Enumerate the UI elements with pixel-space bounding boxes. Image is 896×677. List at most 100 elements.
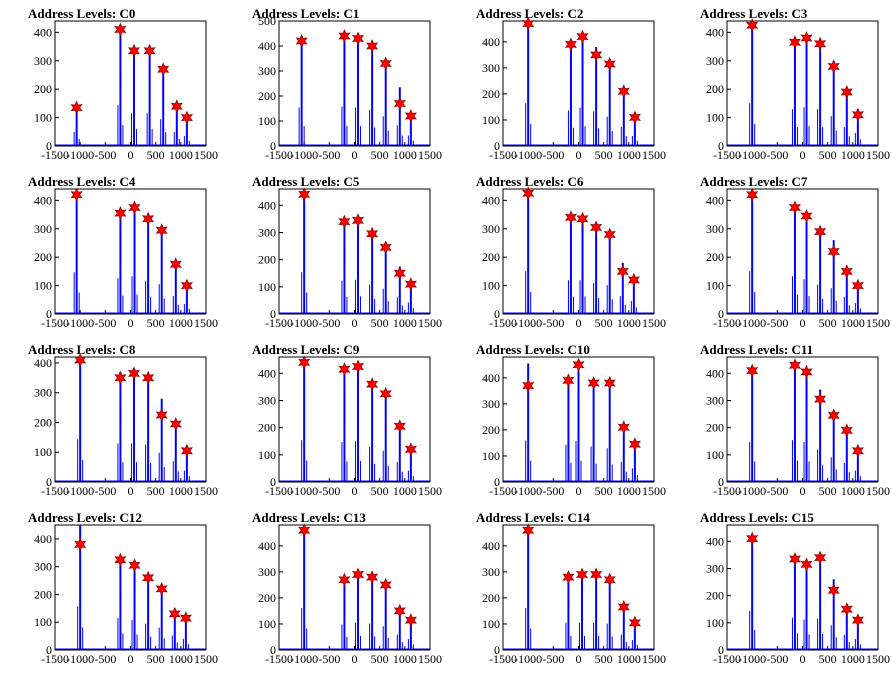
histogram-side-bin (183, 304, 185, 314)
histogram-side-bin (803, 279, 805, 314)
histogram-side-bin (590, 446, 592, 482)
histogram-side-bin (374, 463, 376, 482)
peak-marker-star (157, 62, 170, 77)
histogram-side-bin (117, 617, 119, 650)
histogram-side-bin (525, 608, 527, 650)
histogram-peak (175, 106, 178, 146)
histogram-peak (819, 230, 822, 314)
x-tick-label: 1000 (617, 316, 641, 330)
x-tick-label: 0 (352, 316, 358, 330)
histogram-side-bin (584, 126, 586, 146)
histogram-side-bin (177, 304, 179, 314)
peak-marker-star (404, 109, 417, 123)
histogram-peak (793, 40, 796, 146)
histogram-side-bin (530, 292, 532, 314)
histogram-side-bin (579, 107, 581, 146)
peak-marker-star (169, 257, 182, 272)
peak-marker-star (827, 59, 840, 74)
histogram-side-bin (136, 634, 138, 650)
x-tick-label: -500 (318, 484, 340, 498)
histogram-peak (371, 574, 374, 650)
histogram-side-bin (182, 638, 184, 650)
peak-marker-star (788, 552, 801, 566)
peak-marker-star (788, 35, 801, 50)
histogram-peak (384, 582, 387, 650)
peak-marker-star (746, 18, 759, 33)
peak-marker-star (74, 353, 87, 367)
histogram-peak (357, 365, 360, 482)
peak-marker-star (851, 443, 864, 458)
histogram-peak (148, 52, 151, 146)
peak-marker-star (522, 378, 535, 393)
peak-marker-star (800, 364, 813, 379)
peak-marker-star (298, 355, 311, 370)
histogram-peak (581, 571, 584, 650)
histogram-side-bin (355, 107, 357, 146)
histogram-side-bin (822, 127, 824, 146)
histogram-peak (185, 117, 188, 146)
histogram-peak (633, 621, 636, 650)
histogram-side-bin (835, 469, 837, 482)
chart-title: Address Levels: C9 (252, 342, 360, 357)
histogram-side-bin (369, 623, 371, 650)
x-tick-label: -1500 (489, 316, 517, 330)
x-tick-label: 0 (800, 484, 806, 498)
histogram-peak (527, 23, 530, 147)
x-tick-label: -1000 (66, 316, 94, 330)
y-tick-label: 100 (258, 448, 276, 462)
x-tick-label: 500 (819, 652, 837, 666)
x-tick-label: -500 (318, 148, 340, 162)
histogram-side-bin (146, 113, 148, 146)
histogram-side-bin (77, 606, 79, 650)
histogram-peak (133, 206, 136, 314)
histogram-peak (303, 362, 306, 482)
histogram-side-bin (360, 460, 362, 482)
histogram-peak (357, 36, 360, 146)
peak-marker-star (128, 200, 141, 215)
y-tick-label: 200 (258, 89, 276, 103)
x-tick-label: -1500 (41, 316, 69, 330)
x-tick-label: 1000 (617, 484, 641, 498)
histogram-side-bin (620, 634, 622, 650)
x-tick-label: -1000 (514, 148, 542, 162)
y-tick-label: 400 (34, 193, 52, 207)
peak-marker-star (603, 57, 616, 71)
y-tick-label: 0 (46, 643, 52, 657)
histogram-peak (845, 265, 848, 314)
peak-marker-star (338, 214, 351, 229)
x-tick-label: 0 (352, 652, 358, 666)
peak-marker-star (143, 43, 156, 58)
histogram-side-bin (611, 636, 613, 650)
histogram-side-bin (369, 110, 371, 146)
histogram-side-bin (754, 461, 756, 482)
histogram-side-bin (822, 633, 824, 650)
y-tick-label: 300 (34, 54, 52, 68)
x-tick-label: 1000 (169, 316, 193, 330)
histogram-side-bin (78, 138, 80, 146)
x-tick-label: 1000 (841, 652, 865, 666)
histogram-side-bin (830, 288, 832, 314)
peak-marker-star (628, 615, 641, 630)
histogram-peak (160, 228, 163, 314)
histogram-peak (384, 392, 387, 482)
histogram-side-bin (635, 307, 637, 314)
x-tick-label: 1500 (418, 484, 442, 498)
histogram-peak (371, 381, 374, 482)
histogram-peak (527, 530, 530, 650)
y-tick-label: 200 (482, 87, 500, 101)
histogram-side-bin (369, 446, 371, 482)
histogram-side-bin (631, 135, 633, 146)
y-tick-label: 0 (46, 139, 52, 153)
histogram-side-bin (854, 133, 856, 146)
peak-marker-star (393, 266, 406, 281)
histogram-side-bin (387, 301, 389, 314)
y-tick-label: 200 (482, 591, 500, 605)
peak-marker-star (851, 613, 864, 628)
peak-marker-star (788, 358, 801, 373)
histogram-peak (398, 424, 401, 482)
histogram-side-bin (396, 462, 398, 482)
histogram-panel: Address Levels: C5 0 100 200 300 400 -1500-100… (252, 174, 442, 330)
histogram-side-bin (163, 638, 165, 650)
peak-marker-star (800, 31, 813, 45)
histogram-peak (832, 60, 835, 146)
